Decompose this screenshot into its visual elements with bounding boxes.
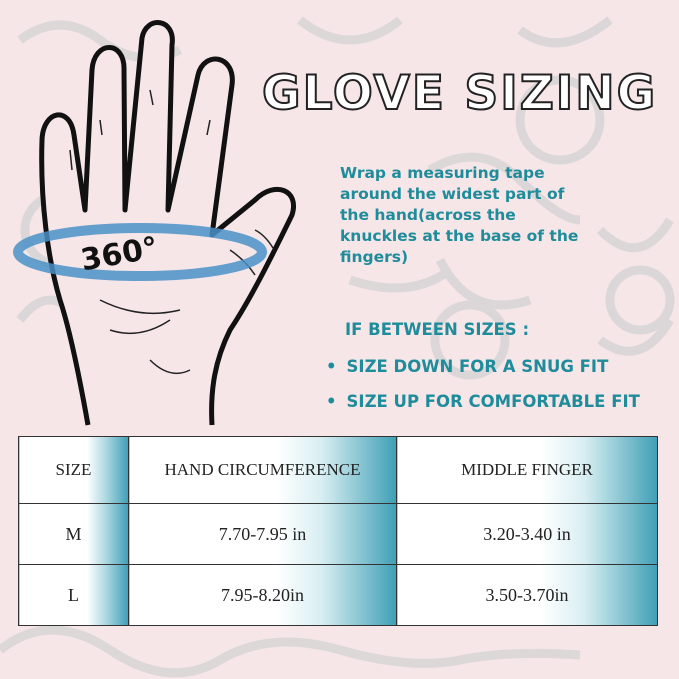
between-sizes-heading: IF BETWEEN SIZES :: [345, 320, 530, 339]
size-chart-table: SIZE HAND CIRCUMFERENCE MIDDLE FINGER M …: [18, 436, 658, 626]
cell-middle-finger: 3.20-3.40 in: [396, 503, 658, 565]
table-header-row: SIZE HAND CIRCUMFERENCE MIDDLE FINGER: [18, 436, 658, 504]
page-title: GLOVE SIZING: [261, 65, 658, 122]
header-size: SIZE: [18, 436, 129, 504]
table-row: M 7.70-7.95 in 3.20-3.40 in: [18, 503, 658, 565]
header-hand-circumference: HAND CIRCUMFERENCE: [128, 436, 397, 504]
measuring-tape-band: [13, 223, 267, 281]
cell-hand-circumference: 7.95-8.20in: [128, 564, 397, 626]
bullet-icon: •: [326, 392, 337, 411]
bullet-icon: •: [326, 357, 337, 376]
table-row: L 7.95-8.20in 3.50-3.70in: [18, 564, 658, 626]
tip-text: SIZE UP FOR COMFORTABLE FIT: [346, 392, 640, 411]
tip-text: SIZE DOWN FOR A SNUG FIT: [346, 357, 609, 376]
tip-size-up: • SIZE UP FOR COMFORTABLE FIT: [326, 392, 640, 411]
cell-hand-circumference: 7.70-7.95 in: [128, 503, 397, 565]
cell-size: M: [18, 503, 129, 565]
cell-size: L: [18, 564, 129, 626]
measuring-instruction: Wrap a measuring tape around the widest …: [340, 164, 579, 266]
tip-size-down: • SIZE DOWN FOR A SNUG FIT: [326, 357, 608, 376]
cell-middle-finger: 3.50-3.70in: [396, 564, 658, 626]
header-middle-finger: MIDDLE FINGER: [396, 436, 658, 504]
